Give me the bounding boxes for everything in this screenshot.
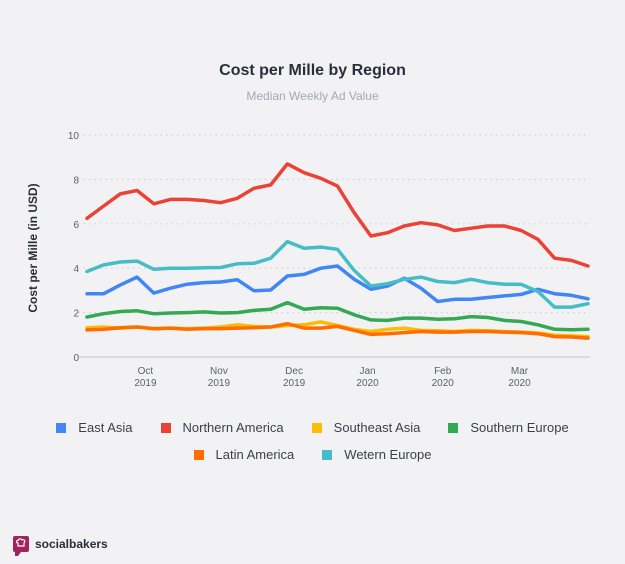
x-tick-label: 2020	[432, 378, 455, 389]
gridlines	[78, 134, 590, 358]
legend-row: East Asia Northern America Southeast Asia S…	[56, 420, 569, 435]
x-tick-label: Mar	[511, 366, 529, 377]
legend-item[interactable]: Wetern Europe	[322, 447, 431, 462]
legend-swatch	[193, 449, 204, 460]
series-line-east-asia	[85, 264, 590, 304]
legend-item[interactable]: Latin America	[193, 447, 295, 462]
legend-swatch	[448, 422, 459, 433]
x-tick-label: Dec	[285, 366, 303, 377]
chef-hat-icon	[13, 536, 29, 556]
y-tick-label: 6	[73, 220, 79, 231]
legend-label: Wetern Europe	[344, 447, 432, 462]
y-tick-label: 10	[68, 131, 80, 142]
legend-swatch	[56, 422, 67, 433]
y-tick-labels: 0 2 4 6 8 10	[68, 131, 80, 364]
x-tick-label: 2019	[283, 378, 306, 389]
legend-label: Latin America	[215, 447, 295, 462]
brand-name: socialbakers	[35, 537, 108, 551]
legend-swatch	[311, 422, 322, 433]
x-tick-labels: Oct2019Nov2019Dec2019Jan2020Feb2020Mar20…	[134, 366, 531, 389]
series-line-latin-america	[85, 321, 590, 340]
legend: East Asia Northern America Southeast Asia S…	[0, 420, 625, 462]
series-line-wetern-europe	[85, 239, 590, 309]
legend-item[interactable]: Southern Europe	[448, 420, 569, 435]
legend-swatch	[322, 449, 333, 460]
x-tick-label: 2019	[208, 378, 231, 389]
y-tick-label: 2	[73, 309, 79, 320]
x-tick-label: 2019	[134, 378, 157, 389]
legend-label: Southeast Asia	[333, 420, 421, 435]
legend-label: Southern Europe	[470, 420, 569, 435]
legend-item[interactable]: Northern America	[160, 420, 284, 435]
y-tick-label: 4	[73, 264, 79, 275]
legend-swatch	[160, 422, 171, 433]
x-tick-label: Jan	[359, 366, 375, 377]
x-tick-label: Feb	[434, 366, 452, 377]
legend-item[interactable]: Southeast Asia	[311, 420, 421, 435]
series-lines	[85, 162, 590, 340]
brand-logo: socialbakers	[13, 536, 108, 556]
series-line-southern-europe	[85, 300, 590, 332]
legend-label: East Asia	[78, 420, 133, 435]
series-line-northern-america	[85, 162, 590, 268]
chart-title: Cost per Mille by Region	[219, 62, 406, 79]
y-tick-label: 8	[73, 175, 79, 186]
x-tick-label: 2020	[508, 378, 531, 389]
x-tick-label: Nov	[210, 366, 228, 377]
y-tick-label: 0	[73, 353, 79, 364]
x-tick-label: Oct	[138, 366, 154, 377]
legend-item[interactable]: East Asia	[56, 420, 133, 435]
x-tick-label: 2020	[356, 378, 379, 389]
chart-subtitle: Median Weekly Ad Value	[246, 89, 379, 103]
legend-row: Latin America Wetern Europe	[193, 447, 431, 462]
legend-label: Northern America	[182, 420, 284, 435]
